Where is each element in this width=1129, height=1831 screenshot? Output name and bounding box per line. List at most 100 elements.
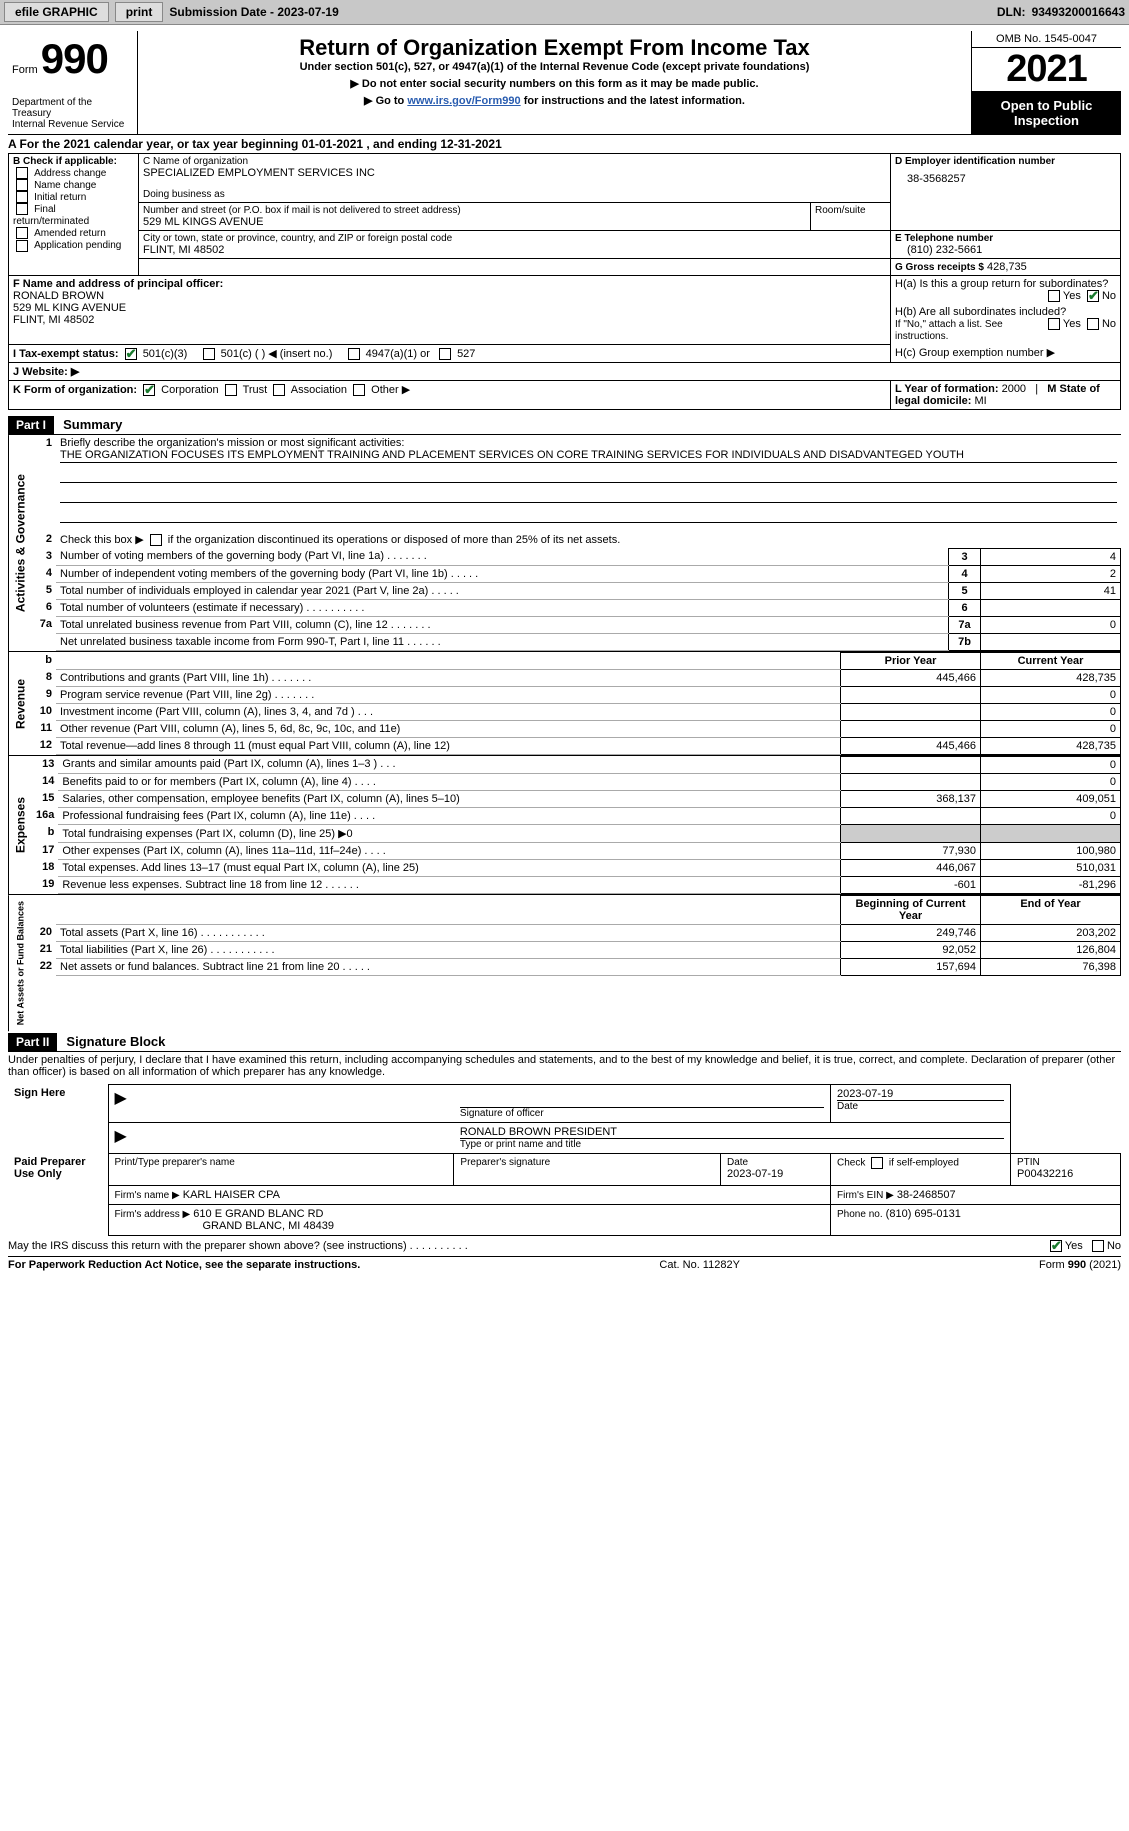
year-formation: 2000	[1002, 383, 1026, 395]
dln-value: 93493200016643	[1032, 5, 1125, 19]
current-year-value: 0	[981, 686, 1121, 703]
city-label: City or town, state or province, country…	[143, 233, 886, 244]
block-b-title: B Check if applicable:	[13, 156, 134, 167]
summary-line-desc: Net assets or fund balances. Subtract li…	[56, 958, 841, 975]
sig-officer-label: Signature of officer	[460, 1108, 824, 1119]
vert-expenses: Expenses	[8, 756, 32, 894]
part-2-title: Signature Block	[60, 1034, 165, 1049]
sig-date: 2023-07-19	[837, 1088, 1004, 1101]
discuss-yes-checkbox[interactable]	[1050, 1240, 1062, 1252]
hb-no-checkbox[interactable]	[1087, 318, 1099, 330]
discuss-no-checkbox[interactable]	[1092, 1240, 1104, 1252]
blockb-checkbox[interactable]	[16, 240, 28, 252]
ha-yes-checkbox[interactable]	[1048, 290, 1060, 302]
summary-line-desc: Other expenses (Part IX, column (A), lin…	[58, 842, 840, 859]
paid-preparer-label: Paid Preparer Use Only	[8, 1153, 108, 1235]
line2-checkbox[interactable]	[150, 534, 162, 546]
date-label: Date	[837, 1101, 1004, 1112]
prior-year-value	[841, 686, 981, 703]
firm-phone: (810) 695-0131	[886, 1208, 961, 1220]
ein-label: D Employer identification number	[895, 156, 1116, 167]
form-number: 990	[41, 35, 108, 82]
form-org-label: K Form of organization:	[13, 384, 137, 396]
part-1-title: Summary	[57, 417, 122, 432]
addr-label: Number and street (or P.O. box if mail i…	[143, 205, 806, 216]
ha-no-checkbox[interactable]	[1087, 290, 1099, 302]
current-year-value: -81,296	[981, 876, 1121, 893]
phone-value: (810) 232-5661	[895, 244, 1116, 256]
current-year-value: 0	[981, 756, 1121, 773]
ptin-value: P00432216	[1017, 1168, 1114, 1180]
gross-receipts-label: G Gross receipts $	[895, 262, 984, 273]
dba-label: Doing business as	[143, 189, 886, 200]
part-2-header: Part II	[8, 1033, 57, 1051]
summary-line-desc: Total liabilities (Part X, line 26) . . …	[56, 941, 841, 958]
hb-note: If "No," attach a list. See instructions…	[895, 319, 1003, 342]
blockb-checkbox[interactable]	[16, 203, 28, 215]
prior-year-value: 92,052	[841, 941, 981, 958]
501c-checkbox[interactable]	[203, 348, 215, 360]
527-checkbox[interactable]	[439, 348, 451, 360]
open-public: Open to Public Inspection	[972, 92, 1121, 134]
line1-desc: Briefly describe the organization's miss…	[60, 437, 404, 449]
current-year-value: 203,202	[981, 924, 1121, 941]
org-name-label: C Name of organization	[143, 156, 886, 167]
ein-value: 38-3568257	[895, 167, 1116, 185]
efile-graphic-button[interactable]: efile GRAPHIC	[4, 2, 109, 22]
vert-revenue: Revenue	[8, 652, 32, 755]
blockb-checkbox[interactable]	[16, 191, 28, 203]
prior-year-value	[841, 807, 981, 824]
prior-year-value: 446,067	[841, 859, 981, 876]
prior-year-value: 368,137	[841, 790, 981, 807]
summary-line-value: 2	[981, 565, 1121, 582]
prior-year-value: 77,930	[841, 842, 981, 859]
prior-year-value: 445,466	[841, 737, 981, 754]
sign-here-label: Sign Here	[8, 1084, 108, 1153]
form990-link[interactable]: www.irs.gov/Form990	[407, 95, 520, 107]
summary-line-desc: Grants and similar amounts paid (Part IX…	[58, 756, 840, 773]
officer-name: RONALD BROWN	[13, 290, 104, 302]
summary-line-desc: Total number of volunteers (estimate if …	[56, 599, 949, 616]
summary-line-desc: Professional fundraising fees (Part IX, …	[58, 807, 840, 824]
col-current-year: Current Year	[981, 652, 1121, 669]
trust-checkbox[interactable]	[225, 384, 237, 396]
summary-line-value: 0	[981, 616, 1121, 633]
footer-catno: Cat. No. 11282Y	[659, 1259, 740, 1271]
part-1-header: Part I	[8, 416, 54, 434]
4947-checkbox[interactable]	[348, 348, 360, 360]
prior-year-value: -601	[841, 876, 981, 893]
hb-label: H(b) Are all subordinates included?	[895, 306, 1066, 318]
blockb-checkbox[interactable]	[16, 227, 28, 239]
arrow-icon: ▶	[115, 1090, 127, 1107]
summary-line-desc: Number of voting members of the governin…	[56, 548, 949, 565]
form-title: Return of Organization Exempt From Incom…	[148, 35, 961, 61]
blockb-checkbox[interactable]	[16, 167, 28, 179]
self-employed-checkbox[interactable]	[871, 1157, 883, 1169]
current-year-value: 510,031	[981, 859, 1121, 876]
501c3-checkbox[interactable]	[125, 348, 137, 360]
vert-activities-governance: Activities & Governance	[8, 435, 32, 651]
room-label: Room/suite	[815, 205, 886, 216]
assoc-checkbox[interactable]	[273, 384, 285, 396]
current-year-value: 0	[981, 703, 1121, 720]
submission-date-label: Submission Date - 2023-07-19	[169, 5, 338, 19]
other-checkbox[interactable]	[353, 384, 365, 396]
officer-label: F Name and address of principal officer:	[13, 278, 223, 290]
goto-line: ▶ Go to www.irs.gov/Form990 for instruct…	[148, 94, 961, 107]
current-year-value: 0	[981, 773, 1121, 790]
ha-label: H(a) Is this a group return for subordin…	[895, 278, 1108, 290]
corp-checkbox[interactable]	[143, 384, 155, 396]
col-prior-year: Prior Year	[841, 652, 981, 669]
print-button[interactable]: print	[115, 2, 164, 22]
summary-line-desc: Total assets (Part X, line 16) . . . . .…	[56, 924, 841, 941]
blockb-checkbox[interactable]	[16, 179, 28, 191]
officer-printed-name: RONALD BROWN PRESIDENT	[460, 1126, 1004, 1139]
tax-exempt-label: I Tax-exempt status:	[13, 348, 119, 360]
current-year-value: 100,980	[981, 842, 1121, 859]
prep-sig-label: Preparer's signature	[460, 1157, 714, 1168]
dln-label: DLN:	[997, 5, 1026, 19]
footer-paperwork: For Paperwork Reduction Act Notice, see …	[8, 1259, 360, 1271]
summary-line-value: 4	[981, 548, 1121, 565]
hb-yes-checkbox[interactable]	[1048, 318, 1060, 330]
summary-line-desc: Salaries, other compensation, employee b…	[58, 790, 840, 807]
